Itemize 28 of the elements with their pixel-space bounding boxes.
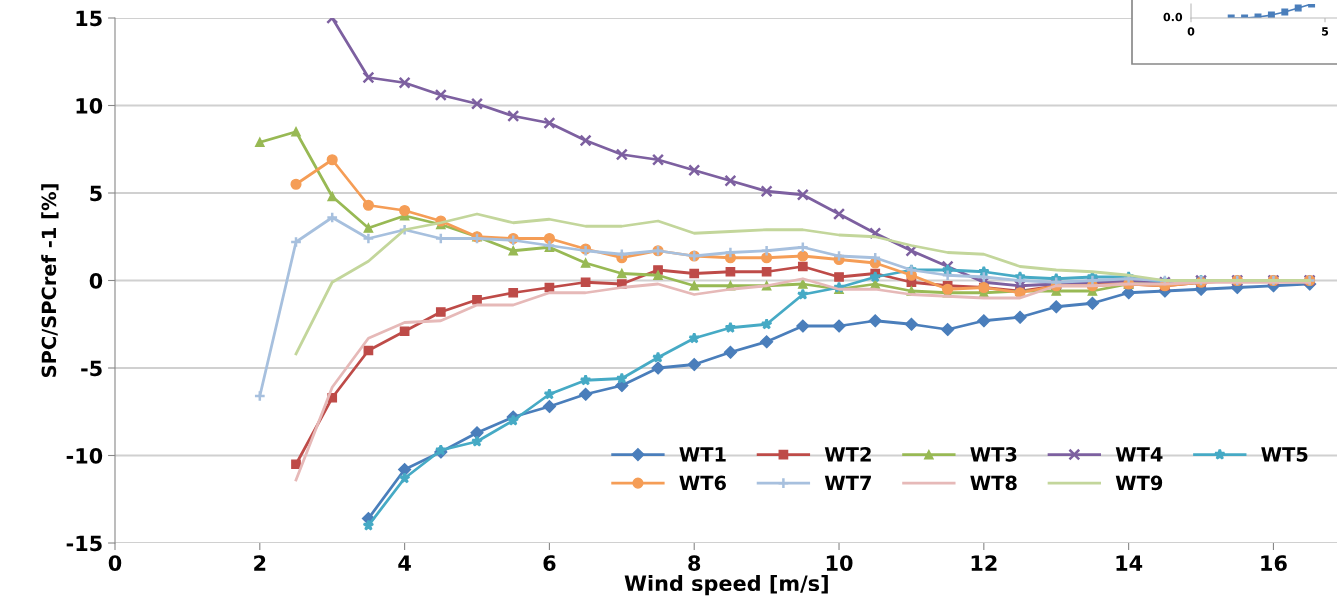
legend-label: WT9 xyxy=(1115,475,1163,491)
y-tick-label: -15 xyxy=(66,535,102,552)
y-tick-label: -10 xyxy=(66,447,103,464)
y-tick-label: 5 xyxy=(90,185,102,202)
legend-label: WT5 xyxy=(1261,447,1308,462)
legend-label: WT2 xyxy=(824,446,871,462)
y-tick-label: 15 xyxy=(76,10,102,27)
x-tick-label: 16 xyxy=(1261,555,1287,571)
y-tick-label: 0 xyxy=(89,272,103,289)
x-tick-label: 8 xyxy=(688,555,701,571)
legend-label: WT6 xyxy=(679,475,726,491)
y-axis-title: SPC/SPCref -1 [%] xyxy=(41,184,59,377)
y-tick-label: 10 xyxy=(76,97,103,114)
x-tick-label: 0 xyxy=(108,555,122,571)
annotation: 0.0 xyxy=(1163,12,1183,22)
x-tick-label: 2 xyxy=(254,555,266,571)
x-tick-label: 4 xyxy=(398,555,411,571)
x-tick-label: 12 xyxy=(971,555,997,571)
y-tick-label: -5 xyxy=(81,360,102,377)
legend-label: WT1 xyxy=(679,447,726,462)
x-tick-label: 14 xyxy=(1116,555,1143,571)
legend-label: WT3 xyxy=(970,446,1017,462)
legend-label: WT8 xyxy=(970,475,1017,491)
x-axis-title: Wind speed [m/s] xyxy=(624,574,828,596)
legend-label: WT7 xyxy=(824,475,871,490)
x-tick-label: 6 xyxy=(543,555,556,571)
legend-label: WT4 xyxy=(1115,447,1163,462)
x-tick-label: 10 xyxy=(826,555,853,571)
